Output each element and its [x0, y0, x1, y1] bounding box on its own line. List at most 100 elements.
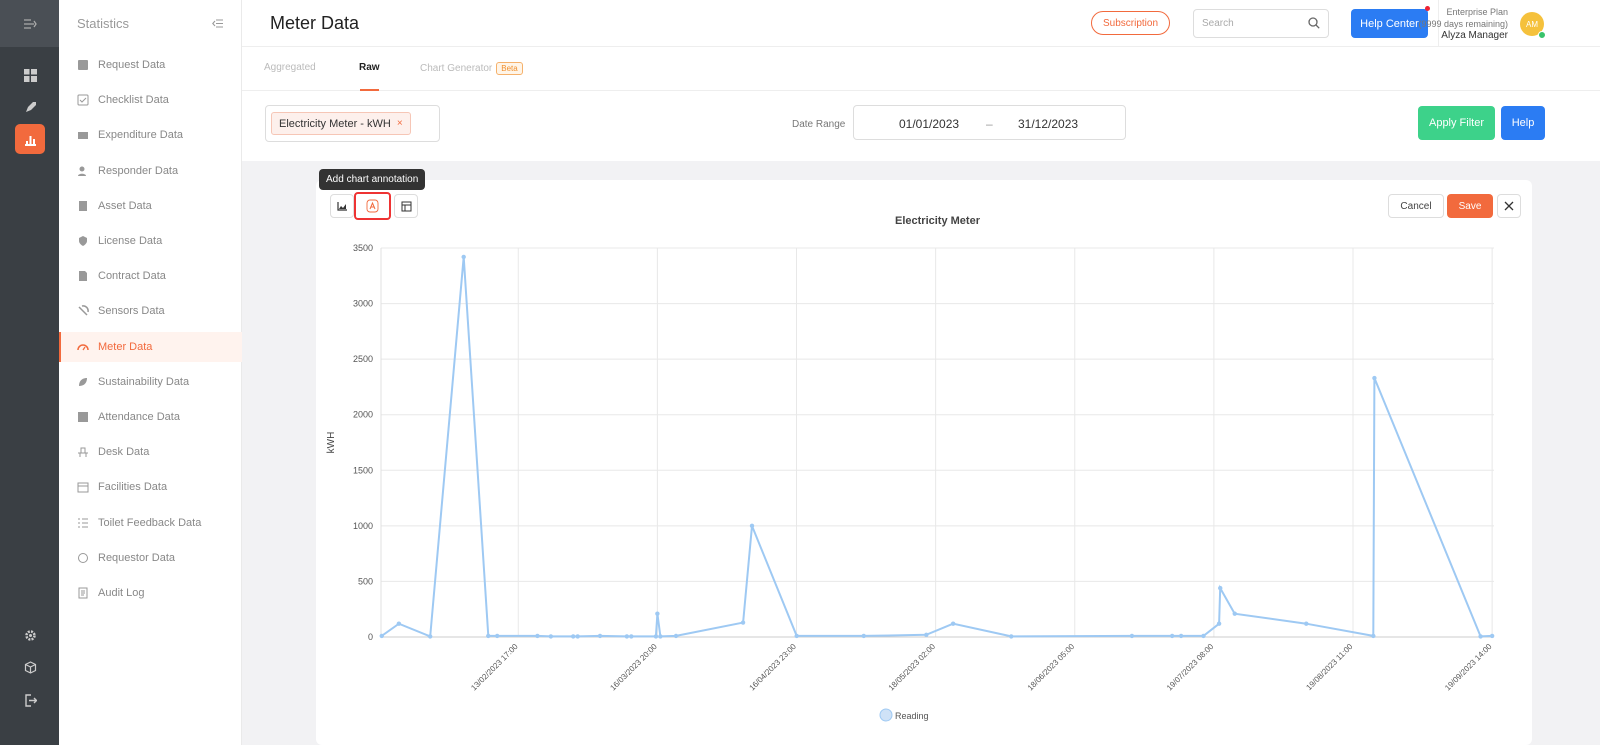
page-title: Meter Data: [270, 13, 360, 33]
asset-icon: [77, 200, 89, 212]
sidebar-item-license-data[interactable]: License Data: [59, 226, 242, 256]
sidebar-item-desk-data[interactable]: Desk Data: [59, 437, 242, 467]
sidebar-item-label: Desk Data: [98, 446, 150, 458]
search-input[interactable]: [1202, 18, 1302, 29]
chart-type-button[interactable]: [330, 194, 354, 218]
line-chart[interactable]: Electricity Meter 0 500 1000 1500 2000 2500 300…: [316, 180, 1532, 745]
add-annotation-button[interactable]: [354, 192, 391, 220]
data-point: [1372, 375, 1377, 381]
sidebar-item-facilities-data[interactable]: Facilities Data: [59, 472, 242, 502]
sidebar-item-sustainability-data[interactable]: Sustainability Data: [59, 367, 242, 397]
shield-icon: [77, 235, 89, 247]
sidebar-item-checklist-data[interactable]: Checklist Data: [59, 85, 242, 115]
meter-select[interactable]: Electricity Meter - kWH ×: [265, 105, 440, 142]
leaf-icon: [77, 376, 89, 388]
close-button[interactable]: [1497, 194, 1521, 218]
data-point: [950, 621, 956, 626]
sidebar-item-label: Sustainability Data: [98, 376, 190, 388]
sidebar-item-contract-data[interactable]: Contract Data: [59, 261, 242, 291]
sidebar-item-label: Toilet Feedback Data: [98, 517, 202, 529]
sidebar-item-attendance-data[interactable]: Attendance Data: [59, 402, 242, 432]
search-box[interactable]: [1193, 9, 1329, 38]
sidebar-item-audit-log[interactable]: Audit Log: [59, 578, 242, 608]
sidebar-item-label: Requestor Data: [98, 552, 176, 564]
collapse-sidebar-icon[interactable]: [212, 19, 223, 28]
data-point: [1304, 621, 1309, 626]
date-separator: –: [986, 117, 993, 131]
gauge-icon: [77, 341, 89, 353]
chart-title: Electricity Meter: [895, 215, 981, 227]
meter-chip: Electricity Meter - kWH ×: [271, 112, 411, 135]
data-point: [427, 634, 433, 639]
subscription-button[interactable]: Subscription: [1091, 11, 1171, 35]
sidebar-item-requestor-data[interactable]: Requestor Data: [59, 543, 242, 573]
search-icon[interactable]: [1308, 17, 1320, 29]
y-tick-label: 3000: [353, 299, 373, 309]
remove-chip-icon[interactable]: ×: [396, 118, 403, 129]
sidebar-item-label: Request Data: [98, 59, 166, 71]
sidebar-item-responder-data[interactable]: Responder Data: [59, 156, 242, 186]
apply-filter-button[interactable]: Apply Filter: [1418, 106, 1495, 140]
data-point: [548, 634, 554, 639]
expenditure-icon: [77, 129, 89, 141]
tab-raw[interactable]: Raw: [359, 62, 380, 73]
tab-chart-generator[interactable]: Chart Generator Beta: [420, 62, 523, 75]
sidebar-item-asset-data[interactable]: Asset Data: [59, 191, 242, 221]
date-to[interactable]: 31/12/2023: [1018, 117, 1079, 131]
statistics-button[interactable]: [15, 124, 45, 154]
package-button[interactable]: [15, 652, 45, 682]
help-center-button[interactable]: Help Center: [1351, 9, 1428, 38]
expand-menu-button[interactable]: [0, 0, 59, 47]
data-point: [486, 633, 491, 639]
data-point: [535, 633, 540, 639]
date-from[interactable]: 01/01/2023: [899, 117, 960, 131]
data-point: [629, 634, 634, 639]
sidebar-item-request-data[interactable]: Request Data: [59, 50, 242, 80]
request-icon: [77, 59, 89, 71]
table-icon: [401, 201, 411, 211]
data-point: [1009, 634, 1014, 639]
sidebar-item-label: License Data: [98, 235, 163, 247]
filter-bar: Electricity Meter - kWH × Date Range 01/…: [242, 91, 1600, 161]
data-point: [749, 523, 755, 529]
user-name[interactable]: Alyza Manager: [1441, 30, 1508, 41]
settings-button[interactable]: [15, 620, 45, 650]
y-axis-label: kWH: [326, 432, 337, 454]
desk-icon: [77, 446, 89, 458]
beta-badge: Beta: [496, 62, 523, 75]
y-tick-label: 2000: [353, 410, 373, 420]
tab-bar: Aggregated Raw Chart Generator Beta: [242, 47, 1600, 91]
calendar-icon: [77, 481, 89, 493]
sidebar-item-toilet-feedback-data[interactable]: Toilet Feedback Data: [59, 508, 242, 538]
audit-icon: [77, 587, 89, 599]
dashboard-button[interactable]: [15, 60, 45, 90]
y-tick-label: 1500: [353, 465, 373, 475]
sidebar-item-sensors-data[interactable]: Sensors Data: [59, 296, 242, 326]
x-tick-label: 18/06/2023 05:00: [1026, 642, 1077, 693]
cancel-button[interactable]: Cancel: [1388, 194, 1444, 218]
data-point: [924, 632, 929, 637]
chart-card: Electricity Meter 0 500 1000 1500 2000 2500 300…: [316, 169, 1532, 745]
data-point: [794, 633, 799, 639]
data-point: [1178, 633, 1184, 639]
data-point: [597, 633, 603, 639]
rocket-button[interactable]: [15, 92, 45, 122]
sidebar-item-label: Sensors Data: [98, 305, 165, 317]
data-point: [461, 254, 466, 260]
sidebar-item-meter-data[interactable]: Meter Data: [59, 332, 242, 362]
table-view-button[interactable]: [394, 194, 418, 218]
help-button[interactable]: Help: [1501, 106, 1545, 140]
sidebar-item-expenditure-data[interactable]: Expenditure Data: [59, 120, 242, 150]
tab-aggregated[interactable]: Aggregated: [264, 62, 316, 73]
data-point: [740, 620, 746, 625]
logout-button[interactable]: [15, 685, 45, 715]
date-range-picker[interactable]: 01/01/2023 – 31/12/2023: [853, 105, 1126, 140]
online-status-dot: [1538, 31, 1546, 39]
data-point: [1201, 633, 1206, 639]
data-point: [1216, 621, 1222, 626]
y-tick-label: 2500: [353, 354, 373, 364]
save-button[interactable]: Save: [1447, 194, 1493, 218]
close-icon: [1504, 201, 1514, 211]
sidebar-item-label: Asset Data: [98, 200, 152, 212]
y-tick-label: 0: [368, 632, 373, 642]
